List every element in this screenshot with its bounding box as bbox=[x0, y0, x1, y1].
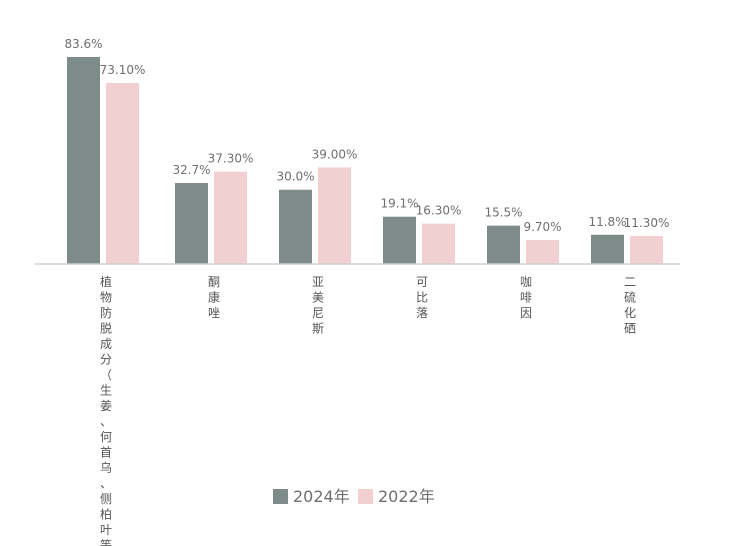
legend-label: 2024年 bbox=[293, 487, 350, 506]
bar-series2-5 bbox=[630, 236, 663, 264]
bar-series1-2 bbox=[279, 189, 312, 264]
bar-series1-3 bbox=[383, 216, 416, 264]
bar-series2-4 bbox=[526, 239, 559, 264]
data-label: 19.1% bbox=[380, 197, 418, 211]
bar-series1-4 bbox=[487, 225, 520, 264]
category-labels-group: 植物防脱成分（生姜、何首乌、侧柏叶等） 酮康唑 亚美尼斯 可比落 咖啡因 二硫化硒 bbox=[100, 274, 636, 546]
data-label: 16.30% bbox=[416, 204, 462, 218]
bar-series1-1 bbox=[175, 183, 208, 264]
category-label: 可比落 bbox=[416, 275, 428, 320]
data-label: 73.10% bbox=[100, 63, 146, 77]
legend-swatch bbox=[358, 489, 373, 504]
data-label: 15.5% bbox=[484, 206, 522, 220]
data-label: 11.30% bbox=[624, 216, 670, 230]
data-label: 30.0% bbox=[276, 170, 314, 184]
bars-group bbox=[67, 57, 663, 264]
category-label: 二硫化硒 bbox=[624, 275, 636, 336]
bar-series2-2 bbox=[318, 167, 351, 264]
data-label: 39.00% bbox=[312, 147, 358, 161]
category-label: 酮康唑 bbox=[208, 275, 220, 320]
bar-series1-5 bbox=[591, 234, 624, 264]
bar-series1-0 bbox=[67, 57, 100, 264]
bar-series2-0 bbox=[106, 82, 139, 264]
bar-series2-1 bbox=[214, 171, 247, 264]
legend-item: 2022年 bbox=[358, 487, 435, 506]
bar-series2-3 bbox=[422, 223, 455, 264]
category-label: 咖啡因 bbox=[520, 274, 532, 320]
data-label: 9.70% bbox=[523, 220, 561, 234]
data-label: 83.6% bbox=[64, 37, 102, 51]
data-label: 32.7% bbox=[172, 163, 210, 177]
legend-swatch bbox=[273, 489, 288, 504]
legend-label: 2022年 bbox=[378, 487, 435, 506]
data-label: 37.30% bbox=[208, 152, 254, 166]
data-label: 11.8% bbox=[588, 215, 626, 229]
legend-item: 2024年 bbox=[273, 487, 350, 506]
legend: 2024年 2022年 bbox=[273, 487, 435, 506]
category-label: 植物防脱成分（生姜、何首乌、侧柏叶等） bbox=[100, 274, 112, 546]
category-label: 亚美尼斯 bbox=[312, 275, 324, 336]
value-labels-group: 83.6% 73.10% 32.7%37.30% 30.0% 39.00% 19.1%16… bbox=[64, 37, 669, 234]
